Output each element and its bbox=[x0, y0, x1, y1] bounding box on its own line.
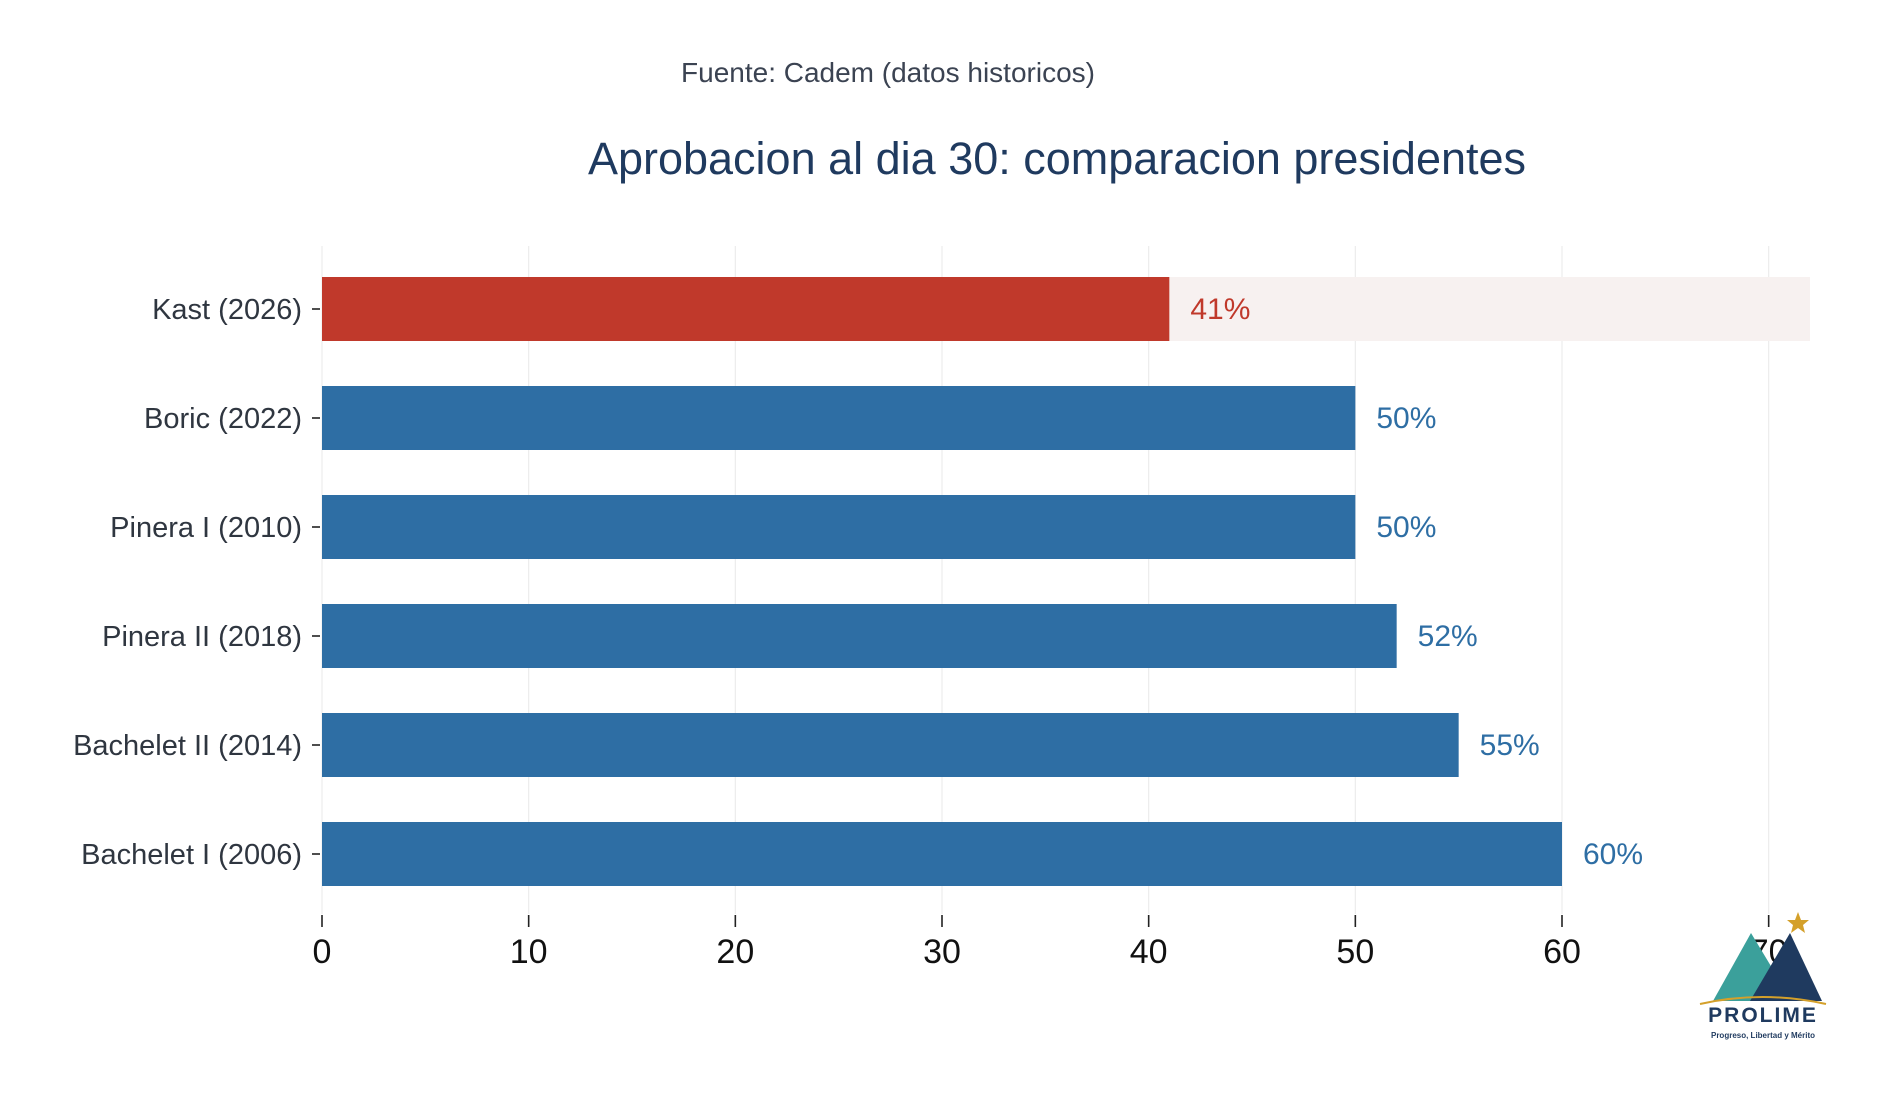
value-labels: 41% 50% 50% 52% 55% 60% bbox=[1190, 293, 1643, 871]
x-tick-label-50: 50 bbox=[1336, 933, 1374, 971]
bar-2 bbox=[322, 495, 1356, 559]
x-tick-label-30: 30 bbox=[923, 933, 961, 971]
x-tick-label-20: 20 bbox=[716, 933, 754, 971]
y-label-5: Bachelet I (2006) bbox=[81, 839, 302, 871]
y-label-4: Bachelet II (2014) bbox=[73, 730, 302, 762]
x-tick-label-60: 60 bbox=[1543, 933, 1581, 971]
x-tick-label-10: 10 bbox=[510, 933, 548, 971]
bar-5 bbox=[322, 822, 1562, 886]
logo-arc bbox=[1699, 996, 1827, 1005]
chart-title: Aprobacion al dia 30: comparacion presid… bbox=[588, 133, 1526, 184]
y-axis-labels: Kast (2026) Boric (2022) Pinera I (2010) Pi… bbox=[73, 294, 320, 871]
x-tick-label-40: 40 bbox=[1130, 933, 1168, 971]
y-label-0: Kast (2026) bbox=[152, 294, 302, 326]
y-label-1: Boric (2022) bbox=[144, 403, 302, 435]
bar-1 bbox=[322, 386, 1356, 450]
value-label-3: 52% bbox=[1418, 620, 1478, 653]
logo-tagline: Progreso, Libertad y Mérito bbox=[1711, 1031, 1815, 1040]
value-label-2: 50% bbox=[1376, 511, 1436, 544]
x-axis-ticks: 0 10 20 30 40 50 60 70 bbox=[313, 915, 1788, 971]
source-note: Fuente: Cadem (datos historicos) bbox=[681, 57, 1095, 88]
x-tick-label-0: 0 bbox=[313, 933, 332, 971]
mountain-star-icon bbox=[1699, 912, 1827, 1005]
value-label-4: 55% bbox=[1480, 729, 1540, 762]
y-label-2: Pinera I (2010) bbox=[110, 512, 302, 544]
logo-navy-mountain bbox=[1750, 933, 1822, 1001]
bar-4 bbox=[322, 713, 1459, 777]
bar-3 bbox=[322, 604, 1397, 668]
value-label-1: 50% bbox=[1376, 402, 1436, 435]
value-label-0: 41% bbox=[1190, 293, 1250, 326]
logo-name: PROLIME bbox=[1708, 1004, 1818, 1027]
prolime-logo: PROLIME Progreso, Libertad y Mérito bbox=[1699, 912, 1827, 1040]
value-label-5: 60% bbox=[1583, 838, 1643, 871]
y-label-3: Pinera II (2018) bbox=[102, 621, 302, 653]
bar-0 bbox=[322, 277, 1170, 341]
grid-lines bbox=[321, 246, 1770, 914]
logo-star bbox=[1787, 912, 1809, 933]
bars bbox=[322, 277, 1562, 886]
